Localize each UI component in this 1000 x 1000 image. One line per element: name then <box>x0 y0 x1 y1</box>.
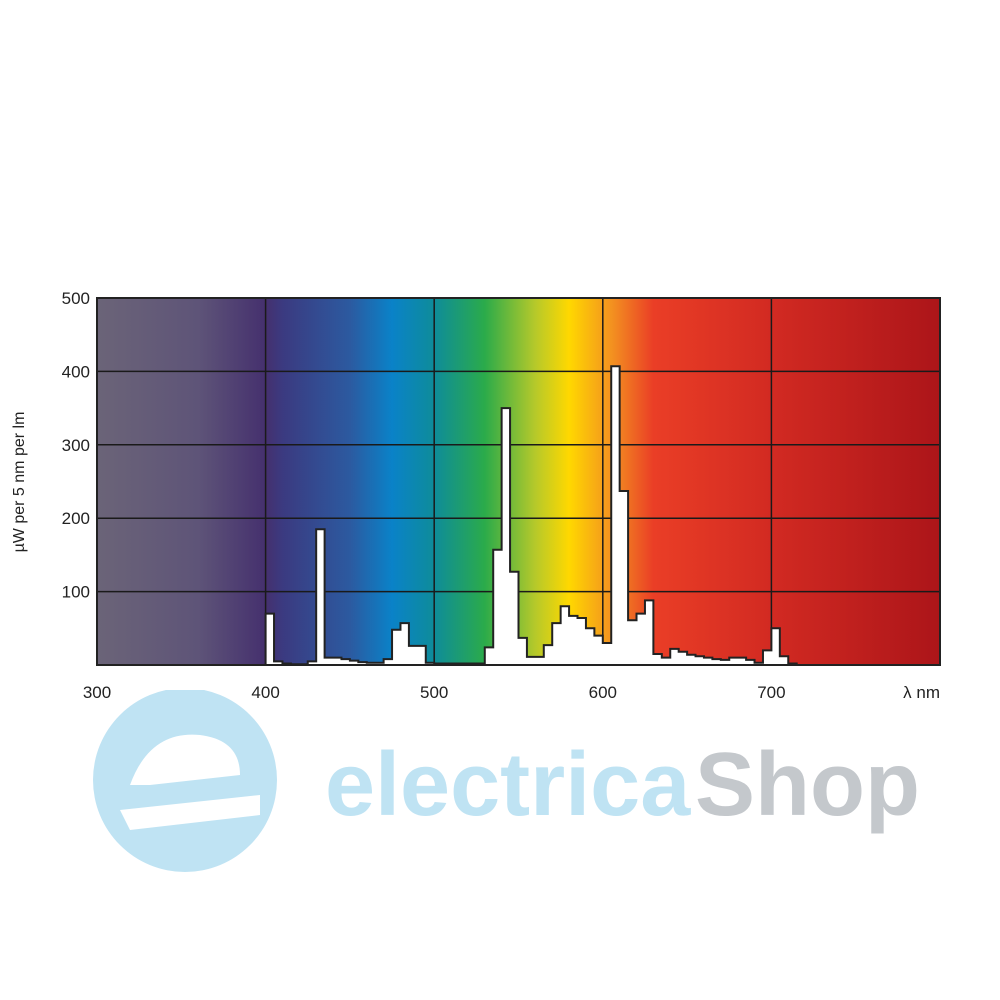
x-tick-label: 400 <box>251 683 279 702</box>
x-tick-label: 700 <box>757 683 785 702</box>
y-tick-label: 200 <box>62 509 90 528</box>
y-tick-label: 500 <box>62 289 90 308</box>
y-tick-label: 100 <box>62 583 90 602</box>
y-axis-label: µW per 5 nm per lm <box>11 412 28 553</box>
x-axis-label: λ nm <box>903 683 940 702</box>
spectral-bars <box>264 365 806 666</box>
y-tick-label: 400 <box>62 362 90 381</box>
y-tick-label: 300 <box>62 436 90 455</box>
x-tick-label: 300 <box>83 683 111 702</box>
plot-frame <box>96 297 941 666</box>
x-tick-label: 600 <box>589 683 617 702</box>
x-tick-label: 500 <box>420 683 448 702</box>
